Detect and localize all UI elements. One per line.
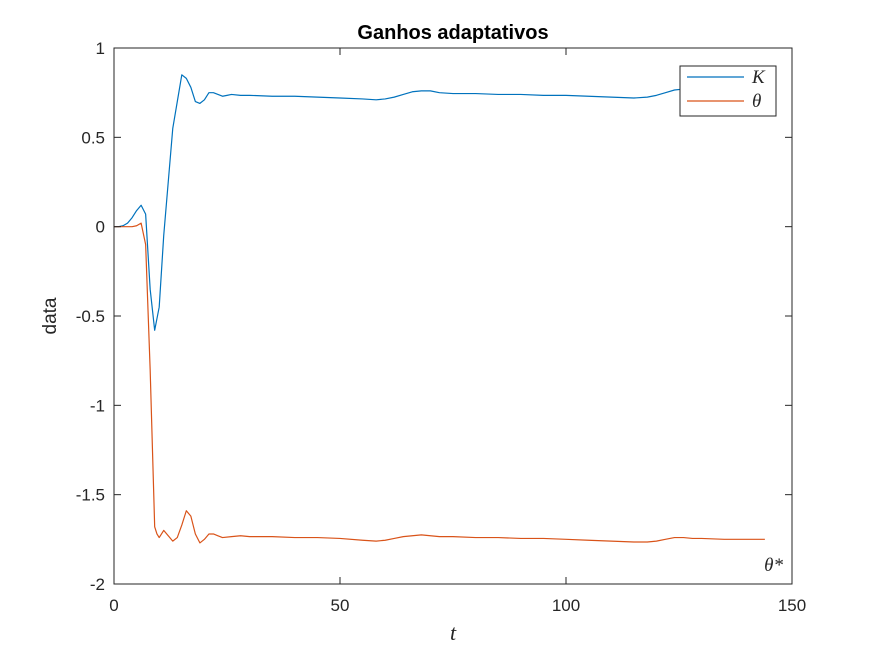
legend: K θ <box>679 65 777 117</box>
x-tick-label: 0 <box>109 596 118 615</box>
series-line-theta <box>114 222 765 544</box>
legend-label-theta: θ <box>752 91 761 112</box>
series-line-k <box>114 74 765 331</box>
y-tick-label: 0 <box>96 218 105 237</box>
y-tick-label: -0.5 <box>76 307 105 326</box>
y-tick-label: -1 <box>90 396 105 415</box>
legend-label-k: K <box>751 67 766 88</box>
plot-frame <box>113 47 793 585</box>
x-tick-label: 150 <box>778 596 806 615</box>
ticks-layer: 0 50 100 150 -2 -1.5 -1 -0.5 0 0.5 1 <box>76 39 806 615</box>
legend-box <box>679 65 777 117</box>
series-layer <box>114 74 765 544</box>
x-axis-label: t <box>450 620 457 645</box>
theta-star-annotation: θ* <box>764 555 783 576</box>
x-tick-label: 50 <box>331 596 350 615</box>
y-tick-label: -1.5 <box>76 486 105 505</box>
y-tick-label: -2 <box>90 575 105 594</box>
plot-area <box>114 48 792 584</box>
y-axis-label: data <box>40 297 61 334</box>
y-tick-label: 0.5 <box>81 128 105 147</box>
chart-title: Ganhos adaptativos <box>357 22 548 44</box>
y-tick-label: 1 <box>96 39 105 58</box>
x-tick-label: 100 <box>552 596 580 615</box>
